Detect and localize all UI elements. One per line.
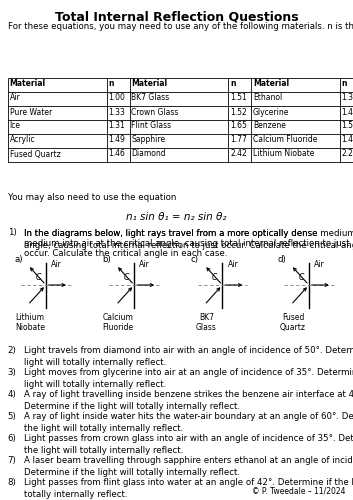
- Text: Ice: Ice: [10, 122, 20, 130]
- Text: A ray of light inside water hits the water-air boundary at an angle of 60°. Dete: A ray of light inside water hits the wat…: [24, 412, 353, 421]
- Text: 1.50: 1.50: [341, 122, 353, 130]
- Text: In the diagrams below, light rays travel from a more optically dense medium into: In the diagrams below, light rays travel…: [24, 228, 353, 237]
- Text: Crown Glass: Crown Glass: [131, 108, 179, 116]
- Text: Diamond: Diamond: [131, 150, 166, 158]
- Text: 1.49: 1.49: [108, 136, 125, 144]
- Text: 1): 1): [8, 228, 17, 237]
- Text: Fused Quartz: Fused Quartz: [10, 150, 60, 158]
- Text: C: C: [298, 272, 304, 281]
- Text: the light will totally internally reflect.: the light will totally internally reflec…: [24, 424, 183, 433]
- Text: Calcium Fluoride: Calcium Fluoride: [253, 136, 317, 144]
- Text: Ethanol: Ethanol: [253, 94, 282, 102]
- Text: Air: Air: [228, 260, 238, 269]
- Bar: [8, 78, 353, 162]
- Text: totally internally reflect.: totally internally reflect.: [24, 490, 127, 499]
- Text: For these equations, you may need to use any of the following materials. n is th: For these equations, you may need to use…: [8, 22, 353, 31]
- Text: n₁ sin θ₁ = n₂ sin θ₂: n₁ sin θ₁ = n₂ sin θ₂: [126, 212, 227, 222]
- Text: Acrylic: Acrylic: [10, 136, 35, 144]
- Text: a): a): [14, 255, 23, 264]
- Text: C: C: [35, 272, 41, 281]
- Text: Total Internal Reflection Questions: Total Internal Reflection Questions: [55, 11, 298, 24]
- Text: Air: Air: [10, 94, 20, 102]
- Text: Calcium
Fluoride: Calcium Fluoride: [103, 312, 134, 332]
- Text: 1.46: 1.46: [108, 150, 125, 158]
- Text: light will totally internally reflect.: light will totally internally reflect.: [24, 380, 166, 389]
- Text: d): d): [277, 255, 286, 264]
- Text: © P. Tweedale – 11/2024: © P. Tweedale – 11/2024: [252, 487, 345, 496]
- Text: Material: Material: [10, 80, 46, 88]
- Text: 5): 5): [8, 412, 17, 421]
- Text: 7): 7): [8, 456, 17, 465]
- Text: 1.65: 1.65: [230, 122, 247, 130]
- Text: Lithium
Niobate: Lithium Niobate: [15, 312, 45, 332]
- Text: n: n: [341, 80, 347, 88]
- Text: C: C: [124, 272, 129, 281]
- Text: 6): 6): [8, 434, 17, 443]
- Text: Sapphire: Sapphire: [131, 136, 166, 144]
- Text: 2.21: 2.21: [341, 150, 353, 158]
- Text: 4): 4): [8, 390, 17, 399]
- Text: light will totally internally reflect.: light will totally internally reflect.: [24, 358, 166, 367]
- Text: You may also need to use the equation: You may also need to use the equation: [8, 192, 176, 202]
- Text: Fused
Quartz: Fused Quartz: [280, 312, 306, 332]
- Text: BK7 Glass: BK7 Glass: [131, 94, 169, 102]
- Text: 2.42: 2.42: [230, 150, 247, 158]
- Text: BK7
Glass: BK7 Glass: [196, 312, 217, 332]
- Text: 1.47: 1.47: [341, 108, 353, 116]
- Text: Determine if the light will totally internally reflect.: Determine if the light will totally inte…: [24, 402, 240, 411]
- Text: b): b): [102, 255, 111, 264]
- Text: Air: Air: [51, 260, 62, 269]
- Text: 1.52: 1.52: [230, 108, 247, 116]
- Text: Air: Air: [139, 260, 150, 269]
- Text: 3): 3): [8, 368, 17, 377]
- Text: Light passes from flint glass into water at an angle of 42°. Determine if the li: Light passes from flint glass into water…: [24, 478, 353, 487]
- Text: 8): 8): [8, 478, 17, 487]
- Text: 1.36: 1.36: [341, 94, 353, 102]
- Text: 1.51: 1.51: [230, 94, 247, 102]
- Text: Material: Material: [131, 80, 167, 88]
- Text: Benzene: Benzene: [253, 122, 286, 130]
- Text: 2): 2): [8, 346, 17, 355]
- Text: 1.77: 1.77: [230, 136, 247, 144]
- Text: n: n: [108, 80, 114, 88]
- Text: 1.43: 1.43: [341, 136, 353, 144]
- Text: Light travels from diamond into air with an angle of incidence of 50°. Determine: Light travels from diamond into air with…: [24, 346, 353, 355]
- Text: In the diagrams below, light rays travel from a more optically dense medium into: In the diagrams below, light rays travel…: [24, 228, 349, 258]
- Text: the light will totally internally reflect.: the light will totally internally reflec…: [24, 446, 183, 455]
- Text: c): c): [191, 255, 199, 264]
- Text: angle, causing total internal reflection to just occur. Calculate the critical a: angle, causing total internal reflection…: [24, 242, 353, 250]
- Text: C: C: [212, 272, 217, 281]
- Text: A ray of light travelling inside benzene strikes the benzene air interface at 40: A ray of light travelling inside benzene…: [24, 390, 353, 399]
- Text: 1.33: 1.33: [108, 108, 125, 116]
- Text: Glycerine: Glycerine: [253, 108, 289, 116]
- Text: Air: Air: [314, 260, 325, 269]
- Text: Pure Water: Pure Water: [10, 108, 52, 116]
- Text: Determine if the light will totally internally reflect.: Determine if the light will totally inte…: [24, 468, 240, 477]
- Text: n: n: [230, 80, 236, 88]
- Text: Light passes from crown glass into air with an angle of incidence of 35°. Determ: Light passes from crown glass into air w…: [24, 434, 353, 443]
- Text: 1.31: 1.31: [108, 122, 125, 130]
- Text: Flint Glass: Flint Glass: [131, 122, 172, 130]
- Text: Lithium Niobate: Lithium Niobate: [253, 150, 315, 158]
- Text: 1.00: 1.00: [108, 94, 125, 102]
- Text: Material: Material: [253, 80, 289, 88]
- Text: A laser beam travelling through sapphire enters ethanol at an angle of incidence: A laser beam travelling through sapphire…: [24, 456, 353, 465]
- Text: Light moves from glycerine into air at an angle of incidence of 35°. Determine i: Light moves from glycerine into air at a…: [24, 368, 353, 377]
